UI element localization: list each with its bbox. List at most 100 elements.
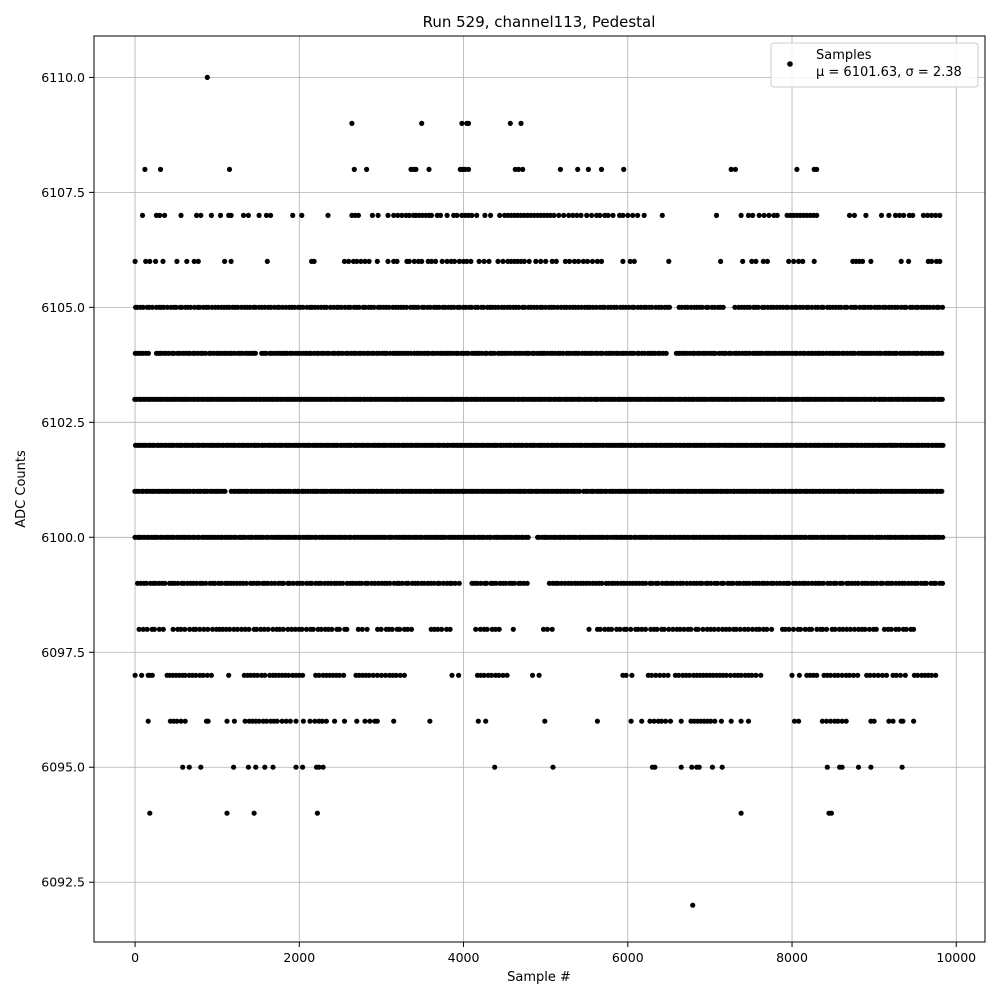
data-point xyxy=(516,166,522,172)
data-point xyxy=(473,626,479,632)
data-point xyxy=(355,212,361,218)
data-point xyxy=(777,580,783,586)
data-point xyxy=(738,810,744,816)
data-point xyxy=(468,258,474,264)
legend-box xyxy=(770,42,979,88)
data-point xyxy=(256,718,262,724)
data-point xyxy=(193,580,199,586)
data-point xyxy=(394,258,400,264)
data-point xyxy=(939,396,945,402)
data-point xyxy=(678,764,684,770)
data-point xyxy=(700,626,706,632)
data-point xyxy=(615,580,621,586)
data-point xyxy=(338,304,344,310)
data-point xyxy=(939,304,946,310)
legend: Samples μ = 6101.63, σ = 2.38 xyxy=(770,42,979,88)
data-point xyxy=(444,258,450,264)
data-point xyxy=(643,580,649,586)
data-point xyxy=(578,212,584,218)
data-point xyxy=(542,718,548,724)
data-point xyxy=(174,718,180,724)
data-point xyxy=(521,258,527,264)
data-point xyxy=(738,672,744,678)
data-point xyxy=(676,672,682,678)
data-point xyxy=(688,626,694,632)
legend-label: Samples xyxy=(816,48,872,63)
data-point xyxy=(630,212,636,218)
data-point xyxy=(256,580,262,586)
data-point xyxy=(268,212,274,218)
data-point xyxy=(847,626,854,632)
data-point xyxy=(758,672,764,678)
data-point xyxy=(584,212,590,218)
data-point xyxy=(863,212,869,218)
data-point xyxy=(253,764,259,770)
data-point xyxy=(839,672,845,678)
data-point xyxy=(354,258,360,264)
data-point xyxy=(164,304,171,310)
data-point xyxy=(828,672,834,678)
data-point xyxy=(483,718,489,724)
data-point xyxy=(855,764,862,770)
legend-stats: μ = 6101.63, σ = 2.38 xyxy=(816,65,962,80)
data-point xyxy=(293,764,299,770)
data-point xyxy=(197,626,203,632)
data-point xyxy=(426,166,432,172)
data-point xyxy=(184,258,190,264)
data-point xyxy=(387,580,393,586)
data-point xyxy=(397,626,403,632)
data-point xyxy=(814,626,820,632)
data-point xyxy=(598,258,605,264)
data-point xyxy=(307,718,313,724)
data-point xyxy=(178,212,184,218)
data-point xyxy=(355,626,361,632)
data-point xyxy=(157,166,164,172)
data-point xyxy=(576,488,583,494)
data-point xyxy=(774,212,780,218)
data-point xyxy=(224,718,230,724)
data-point xyxy=(667,718,674,724)
data-point xyxy=(484,350,490,356)
data-point xyxy=(605,212,611,218)
data-point xyxy=(897,672,904,678)
legend-marker xyxy=(787,61,793,67)
data-point xyxy=(610,212,616,218)
data-point xyxy=(791,718,798,724)
data-point xyxy=(358,258,364,264)
data-point xyxy=(769,626,775,632)
data-point xyxy=(823,718,830,724)
data-point xyxy=(459,120,465,126)
data-point xyxy=(300,672,306,678)
data-point xyxy=(809,304,815,310)
data-point xyxy=(316,764,322,770)
data-point xyxy=(658,718,665,724)
data-point xyxy=(642,626,649,632)
data-point xyxy=(890,718,896,724)
data-point xyxy=(404,304,410,310)
data-point xyxy=(728,166,734,172)
data-point xyxy=(208,672,214,678)
data-point xyxy=(272,580,278,586)
data-point xyxy=(933,672,939,678)
data-point xyxy=(930,304,936,310)
data-point xyxy=(145,350,151,356)
data-point xyxy=(447,626,453,632)
data-point xyxy=(222,488,228,494)
data-point xyxy=(406,212,412,218)
data-point xyxy=(608,626,615,632)
data-point xyxy=(929,212,935,218)
data-point xyxy=(239,626,245,632)
y-tick-label: 6092.5 xyxy=(41,875,85,890)
data-point xyxy=(796,718,802,724)
data-point xyxy=(444,212,450,218)
data-point xyxy=(594,718,601,724)
data-point xyxy=(382,672,389,678)
data-point xyxy=(732,166,739,172)
data-point xyxy=(484,626,490,632)
data-point xyxy=(540,626,547,632)
data-point xyxy=(366,258,372,264)
data-point xyxy=(597,212,603,218)
data-point xyxy=(903,626,909,632)
data-point xyxy=(456,672,462,678)
data-point xyxy=(740,258,746,264)
